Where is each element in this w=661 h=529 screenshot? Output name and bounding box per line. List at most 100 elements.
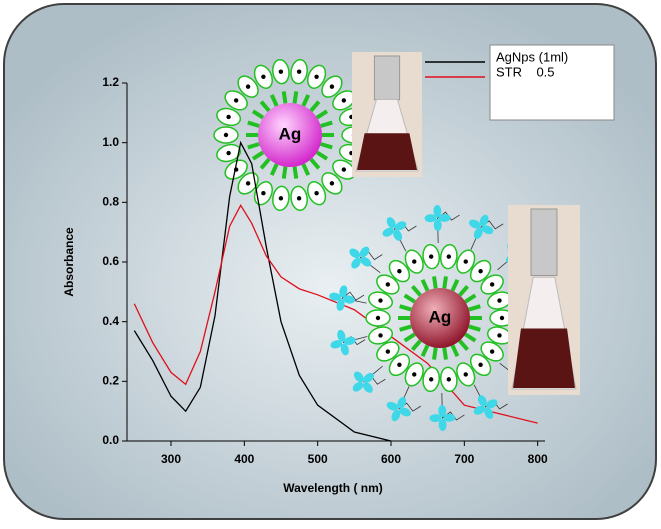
ligand-dot <box>261 74 266 79</box>
legend <box>489 44 615 121</box>
y-axis-label: Absorbance <box>62 227 76 297</box>
x-tick-label: 400 <box>234 452 254 466</box>
silver-core <box>258 103 322 167</box>
ligand-stem <box>458 284 470 297</box>
ligand-dot <box>497 333 502 338</box>
ligand-dot <box>499 315 505 321</box>
foil-neck <box>530 208 558 276</box>
liquid <box>513 328 575 388</box>
ligand-dot <box>223 132 229 138</box>
ligand-dot <box>397 362 402 368</box>
ligand-dot <box>489 349 495 354</box>
ligand-dot <box>497 298 502 303</box>
ligand-dot <box>428 377 434 382</box>
series-line <box>133 140 392 442</box>
ligand-stem <box>251 109 265 120</box>
ligand-dot <box>385 282 391 287</box>
blue-lobe <box>399 407 411 417</box>
y-tick-label: 1.2 <box>102 75 119 89</box>
ligand-stem <box>320 142 333 150</box>
blue-lobe <box>397 397 407 409</box>
ligand-dot <box>446 377 452 382</box>
ligand-stem <box>403 332 416 343</box>
blue-lobe <box>386 401 399 411</box>
flask-photo <box>508 205 580 395</box>
ligand-stem <box>281 166 288 179</box>
blue-lobe <box>481 225 494 235</box>
blue-lobe <box>438 404 447 417</box>
series-line <box>133 204 538 424</box>
ligand-stem <box>269 163 279 176</box>
ligand-stem <box>309 157 321 170</box>
blue-lobe <box>433 219 442 232</box>
ligand-dot <box>226 114 231 120</box>
ligand-stem <box>420 344 430 358</box>
ligand-dot <box>341 98 347 103</box>
y-tick-label: 0.6 <box>102 254 119 268</box>
ligand-dot <box>463 372 468 377</box>
ligand-stem <box>464 293 477 304</box>
x-axis-label: Wavelength ( nm) <box>283 481 383 495</box>
ligand-dot <box>463 259 468 264</box>
ligand-dot <box>412 259 417 264</box>
particle-label: Ag <box>429 307 452 326</box>
blue-lobe <box>362 382 373 393</box>
blue-lobe <box>479 214 489 227</box>
ligand-stem <box>468 324 481 332</box>
ligand-stem <box>442 276 448 289</box>
x-tick-label: 300 <box>161 452 181 466</box>
ligand-stem <box>420 278 430 292</box>
ligand-dot <box>245 181 251 186</box>
ligand-dot <box>314 74 319 79</box>
ligand-stem <box>269 94 279 107</box>
ligand-stem <box>315 150 329 161</box>
blue-lobe <box>360 256 372 267</box>
ligand-dot <box>278 69 284 74</box>
y-tick-label: 0.2 <box>102 374 119 388</box>
ligand-stem <box>292 166 299 179</box>
ligand-dot <box>446 254 452 259</box>
ligand-stem <box>432 276 438 289</box>
liquid <box>357 133 417 170</box>
blue-lobe <box>353 371 364 383</box>
ligand-dot <box>378 298 383 303</box>
legend-label: AgNps (1ml) <box>496 49 568 64</box>
nanoparticle: Ag <box>213 58 367 212</box>
blue-lobe <box>351 257 361 269</box>
ligand-stem <box>259 100 271 113</box>
ligand-dot <box>226 150 231 156</box>
blue-lobe <box>339 285 348 298</box>
y-tick-label: 0.4 <box>102 314 119 328</box>
ligand-stem <box>410 284 422 297</box>
blue-lobe <box>337 329 346 342</box>
ligand-dot <box>385 349 391 354</box>
ligand-dot <box>233 98 239 103</box>
ligand-stem <box>399 304 412 312</box>
ligand-stem <box>468 304 481 312</box>
x-tick-label: 800 <box>528 452 548 466</box>
background <box>3 3 657 520</box>
blue-lobe <box>340 343 349 356</box>
ligand-dot <box>278 196 284 201</box>
blue-lobe <box>349 248 361 259</box>
blue-lobe <box>342 295 355 304</box>
ligand-stem <box>259 157 271 170</box>
ligand-dot <box>329 84 335 89</box>
flask-photo <box>352 52 422 177</box>
ligand-dot <box>329 181 335 186</box>
blue-lobe <box>477 395 487 407</box>
ligand-stem <box>247 142 260 150</box>
ligand-stem <box>281 91 288 104</box>
ligand-stem <box>292 91 299 104</box>
ligand-stem <box>399 324 412 332</box>
particle-label: Ag <box>279 124 302 143</box>
ligand-stem <box>247 120 260 128</box>
ligand-stem <box>410 339 422 352</box>
ligand-stem <box>450 344 460 358</box>
blue-lobe <box>473 227 483 239</box>
blue-lobe <box>395 221 407 231</box>
blue-lobe <box>363 372 374 383</box>
blue-lobe <box>443 413 456 422</box>
